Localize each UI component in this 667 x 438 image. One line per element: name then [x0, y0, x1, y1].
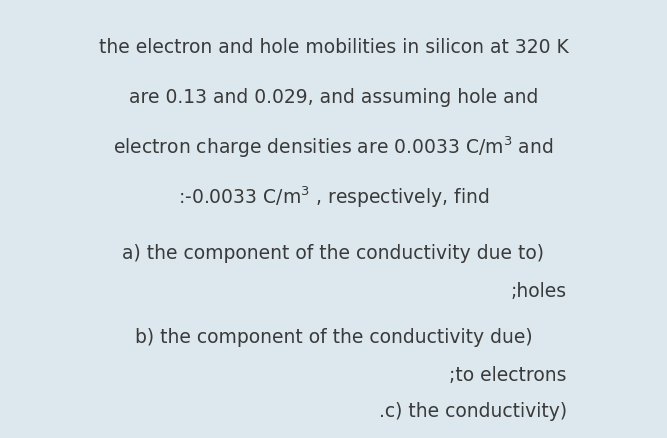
Text: :-0.0033 C/m$^{\mathsf{3}}$ , respectively, find: :-0.0033 C/m$^{\mathsf{3}}$ , respective… [178, 185, 489, 210]
Text: the electron and hole mobilities in silicon at 320 K: the electron and hole mobilities in sili… [99, 38, 568, 57]
Text: ;to electrons: ;to electrons [449, 366, 567, 385]
Text: electron charge densities are 0.0033 C/m$^{\mathsf{3}}$ and: electron charge densities are 0.0033 C/m… [113, 134, 554, 160]
Text: .c) the conductivity): .c) the conductivity) [379, 402, 567, 420]
Text: b) the component of the conductivity due): b) the component of the conductivity due… [135, 328, 532, 347]
Text: are 0.13 and 0.029, and assuming hole and: are 0.13 and 0.029, and assuming hole an… [129, 88, 538, 107]
Text: ;holes: ;holes [510, 282, 567, 301]
Text: a) the component of the conductivity due to): a) the component of the conductivity due… [123, 244, 544, 263]
